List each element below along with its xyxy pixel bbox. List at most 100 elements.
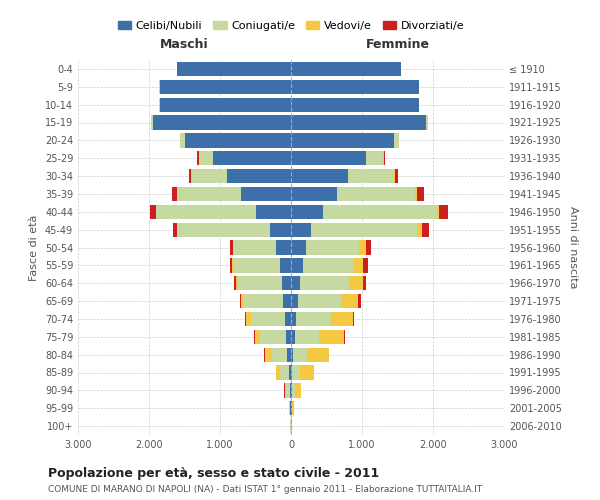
Bar (291, 348, 293, 362)
Bar (395, 169, 398, 183)
Bar (234, 276, 236, 290)
Bar (291, 151, 365, 166)
Y-axis label: Fasce di età: Fasce di età (29, 214, 39, 280)
Bar (291, 133, 394, 148)
Bar (213, 151, 291, 166)
Bar (239, 294, 241, 308)
Bar (284, 383, 286, 398)
Text: COMUNE DI MARANO DI NAPOLI (NA) - Dati ISTAT 1° gennaio 2011 - Elaborazione TUTT: COMUNE DI MARANO DI NAPOLI (NA) - Dati I… (48, 485, 482, 494)
Bar (156, 204, 256, 219)
Text: Maschi: Maschi (160, 38, 209, 51)
Bar (366, 240, 371, 254)
Bar (306, 240, 359, 254)
Bar (319, 330, 344, 344)
Bar (291, 330, 295, 344)
Bar (291, 258, 303, 272)
Bar (255, 330, 260, 344)
Bar (286, 330, 291, 344)
Bar (254, 330, 255, 344)
Bar (230, 240, 233, 254)
Bar (300, 276, 349, 290)
Bar (337, 187, 415, 201)
Bar (331, 312, 353, 326)
Bar (245, 312, 246, 326)
Bar (260, 330, 286, 344)
Y-axis label: Anni di nascita: Anni di nascita (568, 206, 578, 289)
Bar (307, 348, 329, 362)
Bar (151, 116, 152, 130)
Bar (416, 187, 424, 201)
Bar (291, 383, 292, 398)
Bar (349, 276, 363, 290)
Bar (291, 294, 298, 308)
Bar (291, 187, 337, 201)
Bar (439, 204, 448, 219)
Bar (265, 348, 272, 362)
Bar (190, 169, 191, 183)
Bar (291, 204, 323, 219)
Bar (299, 366, 314, 380)
Bar (150, 204, 156, 219)
Text: Femmine: Femmine (365, 38, 430, 51)
Bar (178, 62, 291, 76)
Bar (227, 169, 291, 183)
Bar (178, 187, 241, 201)
Bar (394, 133, 399, 148)
Bar (365, 151, 383, 166)
Bar (291, 62, 401, 76)
Bar (238, 276, 282, 290)
Bar (272, 348, 287, 362)
Bar (256, 204, 291, 219)
Bar (289, 366, 291, 380)
Bar (287, 348, 291, 362)
Bar (291, 240, 306, 254)
Bar (415, 187, 416, 201)
Bar (363, 276, 366, 290)
Bar (280, 258, 291, 272)
Bar (292, 366, 299, 380)
Bar (422, 222, 429, 237)
Bar (276, 240, 291, 254)
Bar (295, 383, 301, 398)
Bar (295, 330, 319, 344)
Bar (344, 330, 346, 344)
Bar (172, 187, 177, 201)
Bar (286, 383, 290, 398)
Bar (270, 222, 291, 237)
Bar (298, 294, 341, 308)
Bar (180, 133, 185, 148)
Bar (283, 294, 291, 308)
Bar (364, 258, 368, 272)
Bar (348, 169, 394, 183)
Bar (292, 401, 294, 415)
Bar (296, 312, 331, 326)
Bar (291, 401, 292, 415)
Bar (276, 366, 280, 380)
Bar (264, 348, 265, 362)
Bar (160, 98, 291, 112)
Bar (232, 258, 233, 272)
Bar (291, 116, 426, 130)
Bar (353, 312, 354, 326)
Text: Popolazione per età, sesso e stato civile - 2011: Popolazione per età, sesso e stato civil… (48, 468, 379, 480)
Bar (418, 222, 422, 237)
Bar (426, 116, 428, 130)
Bar (323, 204, 437, 219)
Bar (358, 294, 361, 308)
Bar (199, 151, 213, 166)
Bar (284, 312, 291, 326)
Bar (353, 258, 364, 272)
Bar (282, 276, 291, 290)
Legend: Celibi/Nubili, Coniugati/e, Vedovi/e, Divorziati/e: Celibi/Nubili, Coniugati/e, Vedovi/e, Di… (113, 17, 469, 36)
Bar (197, 151, 199, 166)
Bar (359, 240, 366, 254)
Bar (291, 98, 419, 112)
Bar (292, 383, 295, 398)
Bar (291, 80, 419, 94)
Bar (173, 222, 177, 237)
Bar (251, 312, 284, 326)
Bar (233, 240, 276, 254)
Bar (290, 401, 291, 415)
Bar (233, 258, 280, 272)
Bar (437, 204, 439, 219)
